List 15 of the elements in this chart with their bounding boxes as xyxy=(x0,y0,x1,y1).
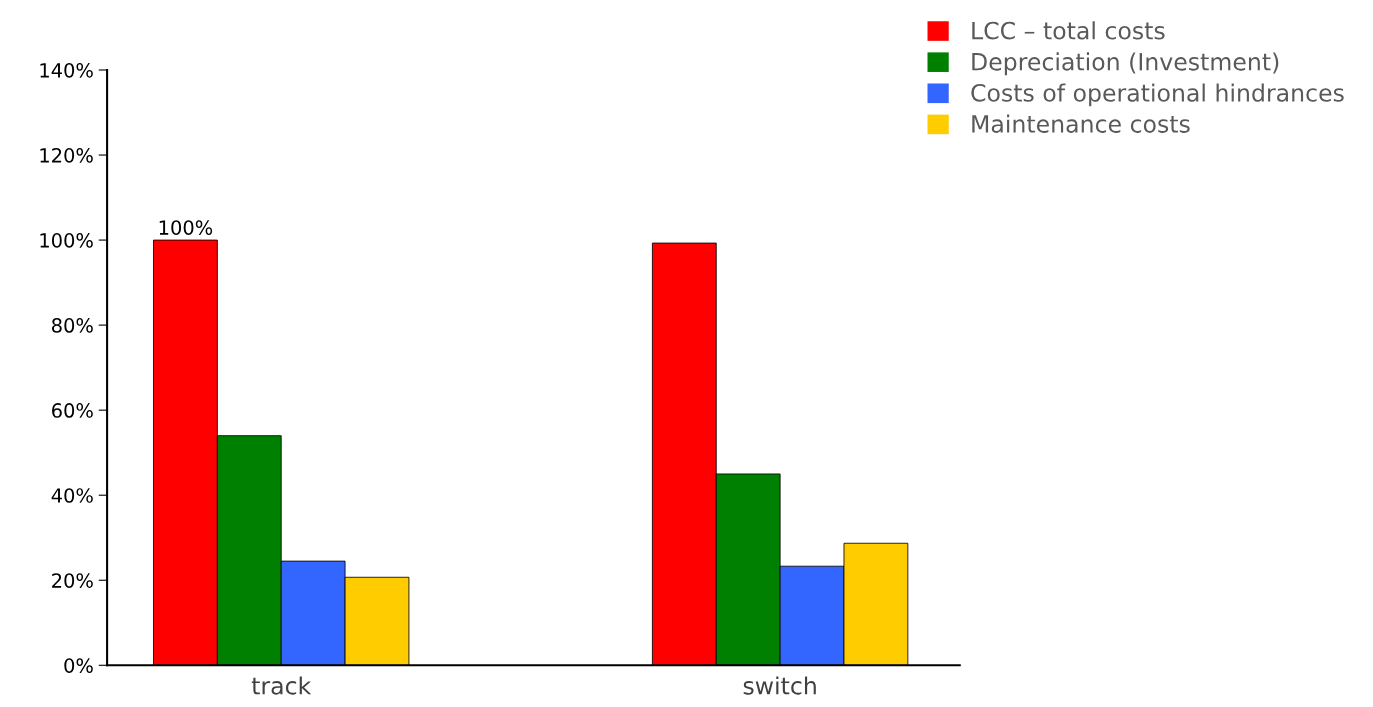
y-tick-label: 40% xyxy=(51,488,93,503)
legend-label: Costs of operational hindrances xyxy=(971,83,1344,107)
y-tick-label: 140% xyxy=(40,62,93,78)
y-tick-label: 100% xyxy=(40,233,93,248)
y-tick-label: 20% xyxy=(52,573,93,588)
data-label: 100% xyxy=(159,220,213,235)
y-tick-label: 0% xyxy=(64,658,93,673)
legend-label: Depreciation (Investment) xyxy=(972,52,1279,76)
x-tick-label: track xyxy=(251,676,312,695)
y-tick-label: 80% xyxy=(52,318,93,333)
y-tick-label: 60% xyxy=(52,403,93,418)
legend-label: Maintenance costs xyxy=(972,114,1190,133)
legend-label: LCC – total costs xyxy=(972,21,1165,40)
y-tick-label: 120% xyxy=(40,147,93,163)
x-tick-label: switch xyxy=(743,676,816,695)
